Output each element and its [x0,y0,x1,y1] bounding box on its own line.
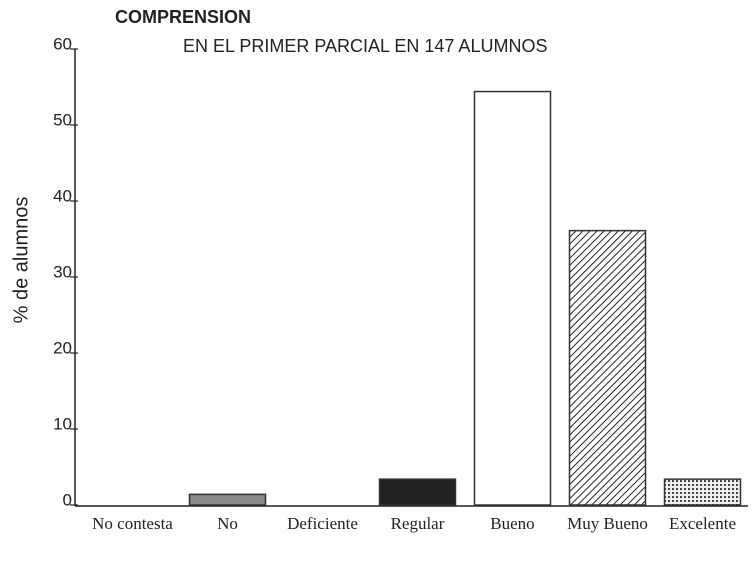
x-tick-label: No [217,514,238,533]
y-tick-label: 0 [63,490,72,509]
x-tick-label: Excelente [669,514,736,533]
y-tick-label: 60 [53,34,72,53]
y-tick-label: 40 [53,186,72,205]
bar [568,229,647,506]
y-tick-label: 50 [53,110,72,129]
x-tick-label: Regular [391,514,445,533]
bar [473,90,552,506]
chart-subtitle: EN EL PRIMER PARCIAL EN 147 ALUMNOS [183,36,547,56]
y-tick-label: 30 [53,262,72,281]
y-tick-label: 20 [53,338,72,357]
bar [188,493,267,506]
x-tick-label: No contesta [92,514,173,533]
bar [663,478,742,506]
chart-title: COMPRENSION [115,7,251,27]
x-tick-label: Deficiente [287,514,358,533]
x-tick-label: Muy Bueno [567,514,648,533]
x-tick-label: Bueno [490,514,534,533]
y-tick-label: 10 [53,414,72,433]
y-axis-label: % de alumnos [10,197,32,324]
bar [378,478,457,506]
